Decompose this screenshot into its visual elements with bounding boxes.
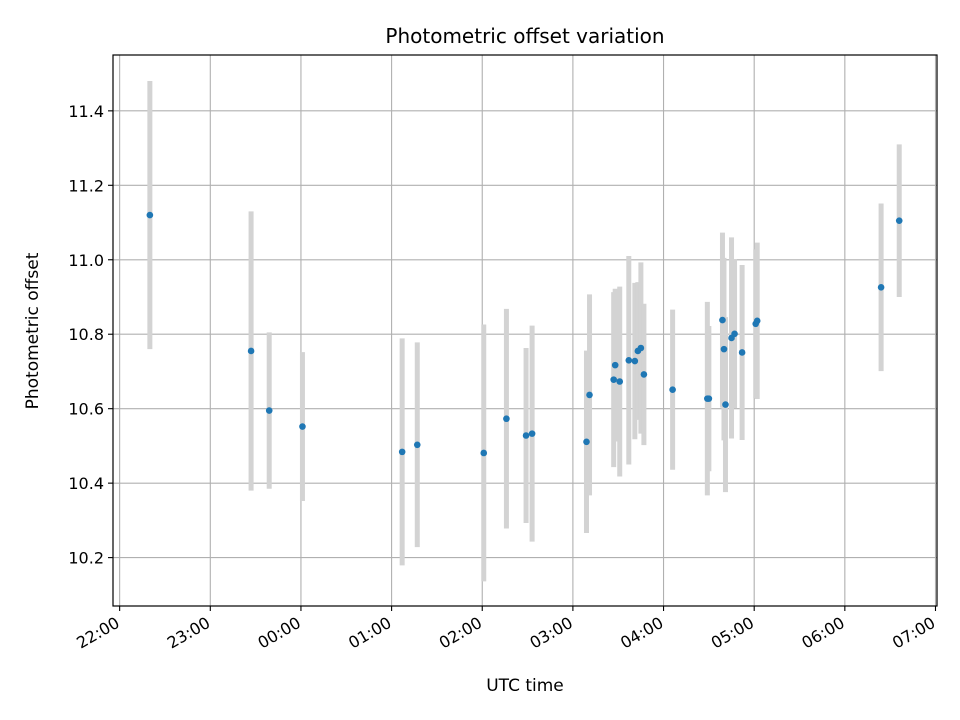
error-bars	[147, 81, 902, 582]
data-point	[895, 217, 903, 224]
data-point	[398, 448, 406, 456]
data-point	[586, 391, 593, 399]
data-point	[722, 401, 729, 408]
data-point	[669, 386, 676, 393]
x-tick-label: 02:00	[436, 613, 485, 653]
x-tick-label: 00:00	[255, 613, 304, 653]
data-point	[616, 378, 624, 385]
data-point	[247, 347, 255, 355]
data-point	[719, 316, 726, 324]
data-point	[637, 344, 645, 352]
x-tick-label: 22:00	[73, 613, 122, 653]
y-axis-title: Photometric offset	[23, 252, 43, 409]
data-points	[146, 211, 903, 457]
data-point	[265, 407, 273, 414]
y-tick-label: 10.2	[68, 549, 104, 568]
y-axis-ticks: 10.2 10.4 10.6 10.8 11.0 11.2 11.4	[68, 102, 113, 568]
data-point	[503, 415, 510, 423]
x-tick-label: 01:00	[345, 613, 394, 653]
data-point	[640, 371, 648, 378]
chart-title: Photometric offset variation	[385, 24, 664, 48]
data-point	[413, 441, 421, 449]
data-point	[877, 284, 885, 291]
y-tick-label: 11.4	[68, 102, 104, 121]
y-tick-label: 11.2	[68, 176, 104, 195]
y-tick-label: 10.8	[68, 325, 104, 344]
x-axis-title: UTC time	[486, 676, 564, 696]
data-point	[731, 330, 738, 338]
x-tick-label: 23:00	[164, 613, 213, 653]
data-point	[705, 395, 713, 402]
data-point	[611, 361, 619, 369]
data-point	[522, 432, 530, 439]
data-point	[610, 376, 617, 383]
y-tick-label: 10.4	[68, 474, 104, 493]
x-tick-label: 03:00	[526, 613, 575, 653]
data-point	[528, 430, 536, 437]
data-point	[738, 349, 746, 356]
plot-frame	[112, 54, 938, 607]
x-axis-ticks: 22:00 23:00 00:00 01:00 02:00 03:00 04:00 05:00…	[73, 606, 938, 653]
x-tick-label: 07:00	[889, 613, 938, 653]
y-tick-label: 10.6	[68, 400, 104, 419]
data-point	[753, 317, 761, 325]
data-point	[583, 438, 590, 446]
data-point	[146, 211, 154, 219]
x-tick-label: 05:00	[708, 613, 757, 653]
x-tick-label: 06:00	[798, 613, 847, 653]
grid-lines	[113, 55, 937, 606]
data-point	[631, 357, 639, 365]
data-point	[720, 345, 728, 353]
x-tick-label: 04:00	[617, 613, 666, 653]
data-point	[480, 449, 488, 457]
y-tick-label: 11.0	[68, 251, 104, 270]
data-point	[299, 423, 306, 430]
data-point	[625, 356, 633, 364]
